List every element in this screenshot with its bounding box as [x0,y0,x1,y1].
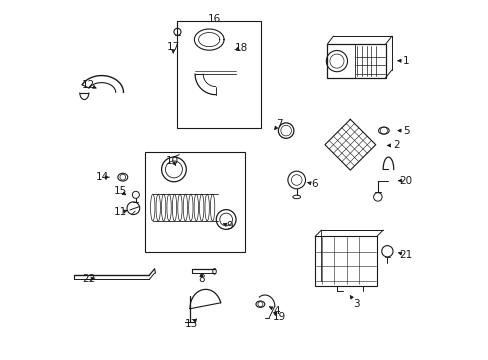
Text: 12: 12 [82,80,95,90]
Text: 5: 5 [402,126,408,136]
Text: 20: 20 [399,176,412,186]
Text: 11: 11 [113,207,127,217]
Text: 17: 17 [166,42,180,51]
Text: 1: 1 [402,56,408,66]
Text: 6: 6 [311,179,318,189]
Text: 9: 9 [226,221,232,231]
Text: 13: 13 [184,319,198,329]
Text: 15: 15 [113,186,127,196]
Text: 22: 22 [82,274,95,284]
Text: 19: 19 [273,312,286,322]
Text: 14: 14 [96,172,109,182]
Text: 7: 7 [275,118,282,129]
Text: 21: 21 [399,250,412,260]
Text: 2: 2 [392,140,399,150]
Text: 18: 18 [234,43,247,53]
Bar [314,237,376,286]
Bar [327,44,385,78]
Text: 16: 16 [207,14,221,24]
Text: 4: 4 [272,306,279,315]
Bar [176,21,261,128]
Text: 8: 8 [198,274,204,284]
Text: 3: 3 [353,299,359,309]
Text: 10: 10 [165,156,179,166]
Bar [145,153,244,252]
